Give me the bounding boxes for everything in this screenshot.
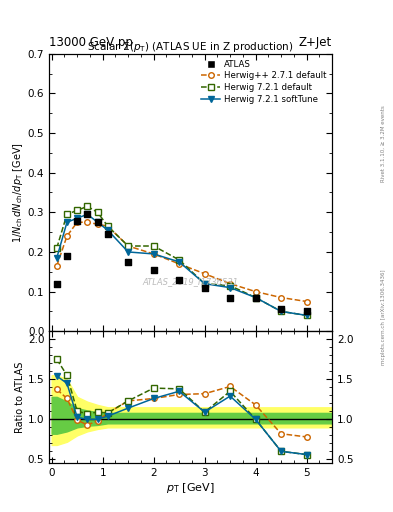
Text: ATLAS_2019_I1736531: ATLAS_2019_I1736531	[143, 277, 239, 286]
Point	[74, 217, 80, 225]
Title: Scalar $\Sigma(p_\mathregular{T})$ (ATLAS UE in Z production): Scalar $\Sigma(p_\mathregular{T})$ (ATLA…	[87, 39, 294, 54]
Point	[202, 284, 208, 292]
Point	[64, 252, 70, 260]
Text: Z+Jet: Z+Jet	[299, 36, 332, 49]
Point	[151, 266, 157, 274]
X-axis label: $p_\mathrm{T}$ [GeV]: $p_\mathrm{T}$ [GeV]	[166, 481, 215, 495]
Text: Rivet 3.1.10, ≥ 3.2M events: Rivet 3.1.10, ≥ 3.2M events	[381, 105, 386, 182]
Point	[125, 258, 131, 266]
Point	[278, 305, 284, 313]
Point	[176, 275, 182, 284]
Y-axis label: $1/N_\mathrm{ch}\,dN_\mathrm{ch}/dp_\mathrm{T}$ [GeV]: $1/N_\mathrm{ch}\,dN_\mathrm{ch}/dp_\mat…	[11, 142, 25, 243]
Text: mcplots.cern.ch [arXiv:1306.3436]: mcplots.cern.ch [arXiv:1306.3436]	[381, 270, 386, 365]
Point	[105, 230, 111, 238]
Point	[84, 210, 90, 219]
Point	[94, 218, 101, 226]
Point	[252, 293, 259, 302]
Point	[53, 280, 60, 288]
Point	[227, 293, 233, 302]
Legend: ATLAS, Herwig++ 2.7.1 default, Herwig 7.2.1 default, Herwig 7.2.1 softTune: ATLAS, Herwig++ 2.7.1 default, Herwig 7.…	[199, 58, 328, 105]
Y-axis label: Ratio to ATLAS: Ratio to ATLAS	[15, 361, 25, 433]
Text: 13000 GeV pp: 13000 GeV pp	[49, 36, 133, 49]
Point	[303, 307, 310, 315]
